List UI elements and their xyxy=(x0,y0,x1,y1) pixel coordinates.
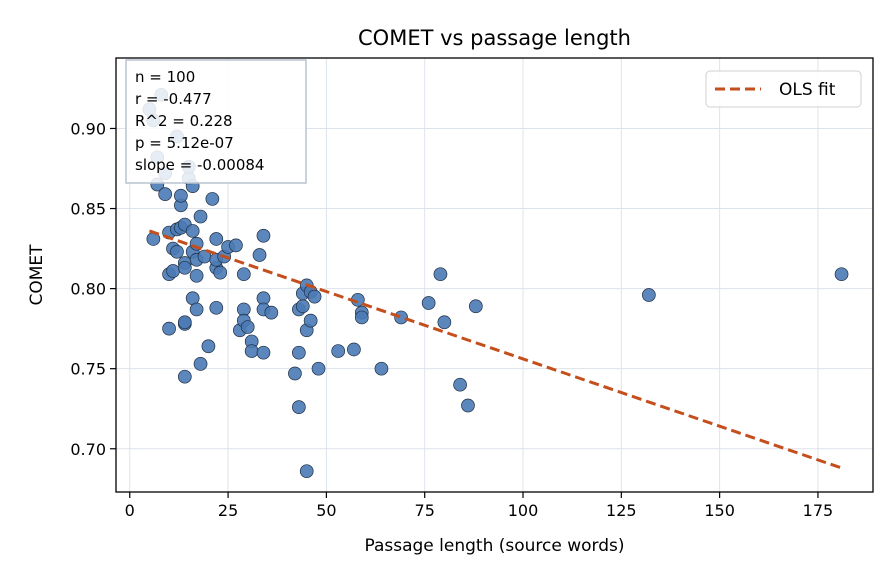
data-point xyxy=(311,361,326,376)
data-point xyxy=(177,260,192,275)
data-point xyxy=(209,232,224,246)
fit-line-group xyxy=(148,229,843,470)
plot-frame xyxy=(115,57,874,493)
x-tick-label: 150 xyxy=(704,501,735,520)
chart-title: COMET vs passage length xyxy=(358,26,631,50)
data-point xyxy=(288,366,302,381)
data-point xyxy=(468,299,483,314)
stats-line: R^2 = 0.228 xyxy=(135,112,233,130)
data-point xyxy=(256,345,271,360)
data-point xyxy=(307,289,322,304)
stats-line: p = 5.12e-07 xyxy=(135,134,234,152)
data-point xyxy=(209,300,224,315)
x-tick-label: 25 xyxy=(218,501,238,520)
data-point xyxy=(374,361,389,376)
data-point xyxy=(236,267,251,282)
data-point xyxy=(240,320,255,334)
data-point xyxy=(213,265,228,280)
y-tick-label: 0.70 xyxy=(70,440,106,459)
data-point xyxy=(834,267,849,282)
data-point xyxy=(299,464,314,479)
data-point xyxy=(295,299,310,314)
x-axis-label: Passage length (source words) xyxy=(364,536,624,556)
y-tick-label: 0.75 xyxy=(70,360,106,379)
data-point xyxy=(189,268,204,283)
data-point xyxy=(347,342,361,357)
data-point xyxy=(229,238,243,253)
data-point xyxy=(421,296,436,310)
x-tick-label: 125 xyxy=(606,501,637,520)
x-tick-label: 50 xyxy=(316,501,336,520)
y-axis-label: COMET xyxy=(27,244,47,306)
ols-fit-line xyxy=(148,229,843,470)
legend: OLS fit xyxy=(705,70,862,108)
stats-box-frame xyxy=(125,59,307,184)
data-point xyxy=(162,321,176,336)
x-tick-label: 100 xyxy=(508,501,539,520)
data-point xyxy=(205,192,220,206)
data-point xyxy=(174,188,188,203)
data-point xyxy=(201,339,216,354)
data-point xyxy=(177,315,192,330)
data-point xyxy=(170,244,184,259)
data-point xyxy=(433,267,448,282)
x-axis-ticks: 0 25 50 75 100 125 150 175 xyxy=(125,492,834,520)
data-point xyxy=(185,224,200,238)
y-tick-label: 0.80 xyxy=(70,280,106,299)
data-point xyxy=(193,357,208,371)
x-tick-label: 175 xyxy=(803,501,834,520)
data-point xyxy=(394,310,408,325)
y-tick-label: 0.90 xyxy=(70,119,106,138)
data-point xyxy=(641,288,656,302)
data-point xyxy=(264,305,279,320)
x-tick-label: 0 xyxy=(125,501,135,520)
data-point xyxy=(252,248,267,262)
x-tick-label: 75 xyxy=(415,501,435,520)
data-point xyxy=(453,377,467,392)
data-point xyxy=(256,228,271,243)
data-point xyxy=(303,313,318,328)
data-point xyxy=(244,344,259,358)
data-point xyxy=(292,345,306,360)
stats-line: r = -0.477 xyxy=(135,90,212,108)
data-point xyxy=(331,344,346,358)
data-point xyxy=(177,369,192,384)
data-point xyxy=(189,302,204,317)
legend-frame xyxy=(705,70,862,108)
stats-box: n = 100 r = -0.477 R^2 = 0.228 p = 5.12e… xyxy=(125,59,307,184)
data-point xyxy=(437,315,452,330)
y-axis-ticks: 0.70 0.75 0.80 0.85 0.90 xyxy=(70,119,116,459)
data-point xyxy=(193,209,208,224)
grid-lines xyxy=(116,58,873,492)
legend-label: OLS fit xyxy=(779,80,836,100)
data-point xyxy=(158,187,173,201)
stats-line: slope = -0.00084 xyxy=(135,156,264,174)
data-point xyxy=(461,398,475,413)
stats-line: n = 100 xyxy=(135,68,195,86)
data-point xyxy=(166,264,180,278)
data-point xyxy=(354,310,369,325)
y-tick-label: 0.85 xyxy=(70,200,106,219)
data-point xyxy=(292,400,306,414)
